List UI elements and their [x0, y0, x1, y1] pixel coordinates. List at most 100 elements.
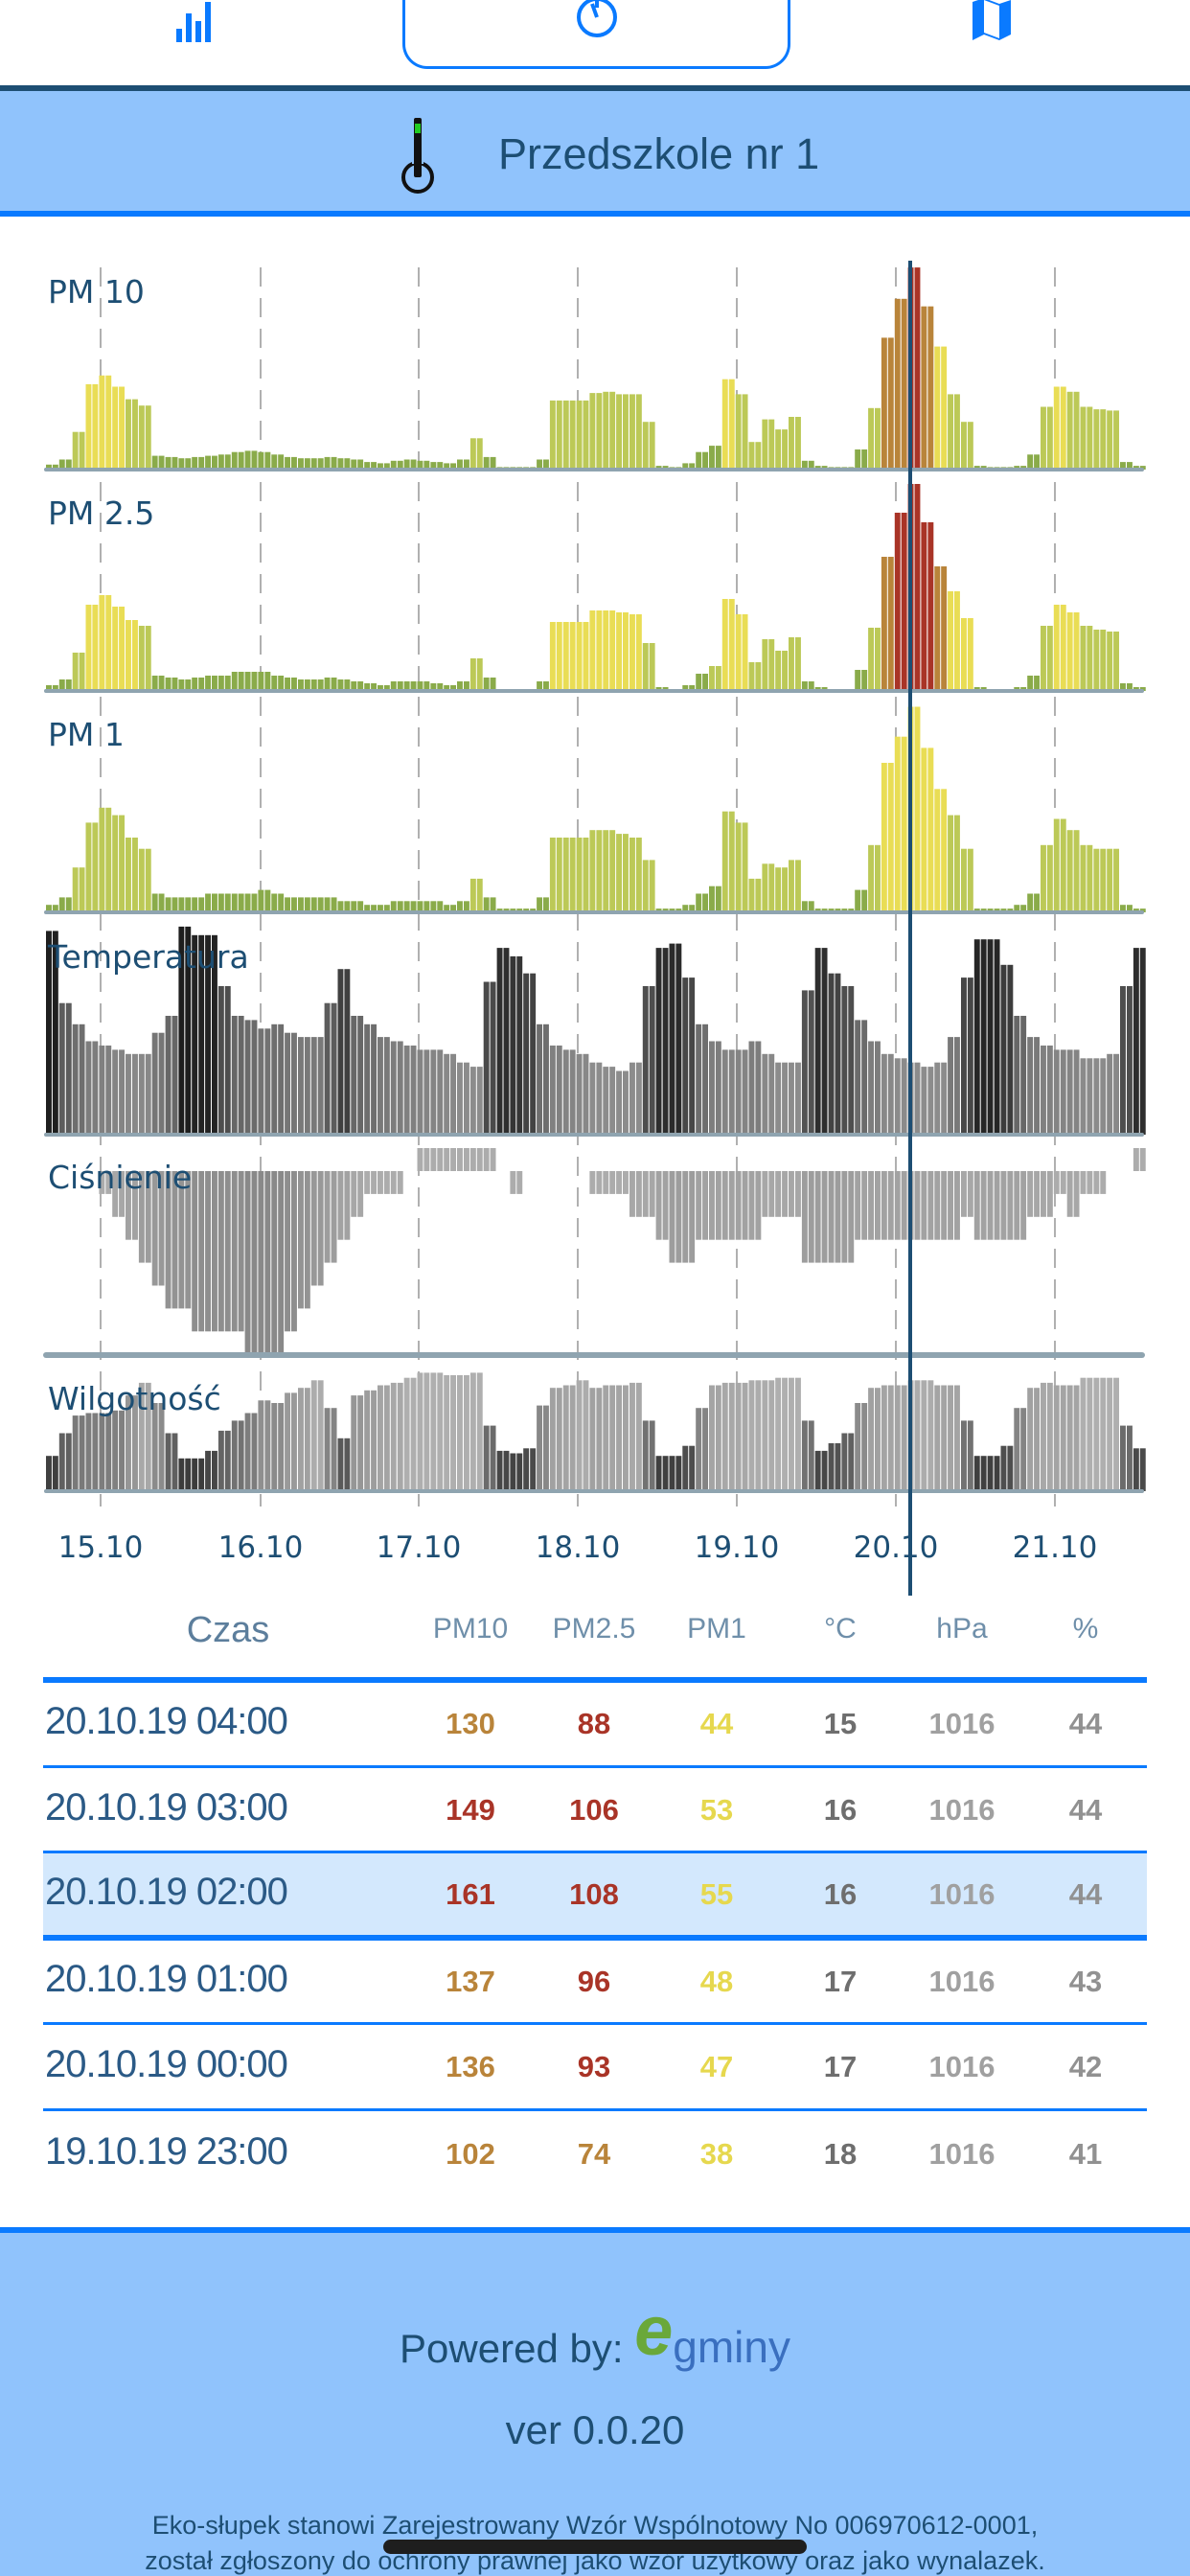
- humidity-bar: [775, 1377, 782, 1491]
- humidity-bar: [1000, 1445, 1007, 1491]
- egminy-logo[interactable]: egminy: [634, 2293, 790, 2372]
- table-row[interactable]: 20.10.19 01:00 137 96 48 17 1016 43: [43, 1939, 1147, 2023]
- tab-map[interactable]: [891, 0, 1092, 69]
- pm1-bar: [603, 830, 609, 912]
- table-row[interactable]: 19.10.19 23:00 102 74 38 18 1016 41: [43, 2111, 1147, 2196]
- pm1-bar: [364, 905, 371, 912]
- pressure-bar: [623, 1171, 629, 1194]
- pm10-bar: [357, 459, 364, 470]
- x-tick-label: 20.10: [854, 1530, 939, 1565]
- row-time: 20.10.19 01:00: [45, 1958, 288, 2000]
- pressure-bar: [901, 1171, 907, 1240]
- pressure-bar: [1133, 1148, 1139, 1171]
- row-pm1: 44: [699, 1707, 734, 1740]
- table-row[interactable]: 20.10.19 03:00 149 106 53 16 1016 44: [43, 1767, 1147, 1852]
- pm1-bar: [112, 815, 119, 912]
- pm10-bar: [689, 463, 696, 470]
- row-pm25: 74: [577, 2137, 611, 2171]
- humidity-bar: [469, 1372, 476, 1491]
- pm10-bar: [238, 451, 244, 470]
- humidity-bar: [212, 1450, 217, 1491]
- pm1-bar: [682, 905, 689, 912]
- pm1-bar: [941, 789, 948, 912]
- humidity-bar: [410, 1377, 417, 1491]
- temperature-bar: [795, 1062, 801, 1135]
- pressure-bar: [635, 1171, 642, 1217]
- pm25-bar: [192, 678, 198, 691]
- temperature-bar: [821, 948, 828, 1135]
- pressure-bar: [298, 1171, 304, 1309]
- temperature-bar: [344, 969, 351, 1135]
- humidity-bar: [496, 1450, 503, 1491]
- pm1-bar: [689, 905, 696, 912]
- humidity-bar: [138, 1382, 145, 1491]
- tab-charts[interactable]: [96, 0, 297, 69]
- pm10-bar: [198, 456, 205, 470]
- home-indicator[interactable]: [383, 2540, 807, 2554]
- humidity-bar: [244, 1413, 251, 1491]
- humidity-bar: [1046, 1382, 1053, 1491]
- pressure-bar: [642, 1171, 649, 1217]
- pressure-bar: [980, 1171, 987, 1240]
- temperature-bar: [768, 1053, 775, 1135]
- powered-by: Powered by: egminy: [0, 2293, 1190, 2379]
- pm10-bar: [324, 456, 331, 470]
- pm25-bar: [371, 683, 378, 691]
- pm1-bar: [138, 848, 145, 912]
- row-pm25: 106: [569, 1793, 619, 1827]
- humidity-bar: [655, 1456, 662, 1491]
- pm1-bar: [755, 878, 762, 912]
- station-title: Przedszkole nr 1: [498, 129, 820, 178]
- pressure-bar: [364, 1171, 371, 1194]
- eco-post-icon: [401, 118, 434, 194]
- humidity-bar: [543, 1405, 549, 1491]
- pressure-bar: [119, 1171, 126, 1217]
- pm25-bar: [1107, 632, 1113, 691]
- table-row[interactable]: 20.10.19 04:00 130 88 44 15 1016 44: [43, 1681, 1147, 1765]
- pm10-bar: [344, 458, 351, 470]
- pressure-bar: [126, 1171, 131, 1240]
- pm25-bar: [126, 620, 131, 691]
- humidity-bar: [549, 1388, 556, 1491]
- table-row[interactable]: 20.10.19 00:00 136 93 47 17 1016 42: [43, 2024, 1147, 2108]
- pm10-bar: [1080, 406, 1087, 470]
- pm10-bar: [961, 422, 967, 470]
- column-header-pm25: PM2.5: [552, 1613, 636, 1644]
- temperature-bar: [483, 981, 490, 1135]
- pm10-bar: [165, 456, 172, 470]
- pm25-bar: [285, 678, 291, 691]
- pm1-bar: [337, 901, 344, 912]
- pm1-bar: [1053, 818, 1060, 912]
- pressure-bar: [768, 1171, 775, 1217]
- pressure-bar: [1060, 1171, 1066, 1194]
- pm1-bar: [383, 905, 390, 912]
- humidity-bar: [861, 1403, 868, 1491]
- pm1-bar: [556, 838, 562, 912]
- pm25-bar: [65, 679, 72, 691]
- measurement-charts[interactable]: PM 10 PM 2.5 PM 1 Temperatura Ciśnienie …: [0, 0, 1190, 1610]
- pm1-bar: [1139, 908, 1146, 912]
- humidity-bar: [941, 1385, 948, 1491]
- pm25-bar: [298, 679, 304, 691]
- temperature-bar: [79, 1024, 85, 1135]
- pm25-bar: [105, 595, 112, 691]
- humidity-bar: [65, 1433, 72, 1491]
- humidity-bar: [762, 1380, 768, 1491]
- humidity-bar: [980, 1456, 987, 1491]
- pm10-bar: [742, 394, 748, 470]
- pm10-bar: [145, 405, 151, 470]
- pm25-bar: [728, 599, 735, 691]
- pm10-bar: [92, 383, 99, 470]
- pressure-bar: [217, 1171, 224, 1332]
- pm25-bar: [894, 513, 901, 691]
- temperature-bar: [894, 1058, 901, 1135]
- pressure-bar: [1046, 1171, 1053, 1217]
- tab-stopwatch[interactable]: [402, 0, 790, 69]
- pm1-bar: [775, 867, 782, 912]
- row-divider: [43, 1765, 1147, 1768]
- humidity-bar: [795, 1377, 801, 1491]
- table-row-selected[interactable]: 20.10.19 02:00 161 108 55 16 1016 44: [43, 1852, 1147, 1935]
- pressure-bar: [390, 1171, 397, 1194]
- pm10-bar: [58, 459, 65, 470]
- pm25-bar: [967, 618, 973, 691]
